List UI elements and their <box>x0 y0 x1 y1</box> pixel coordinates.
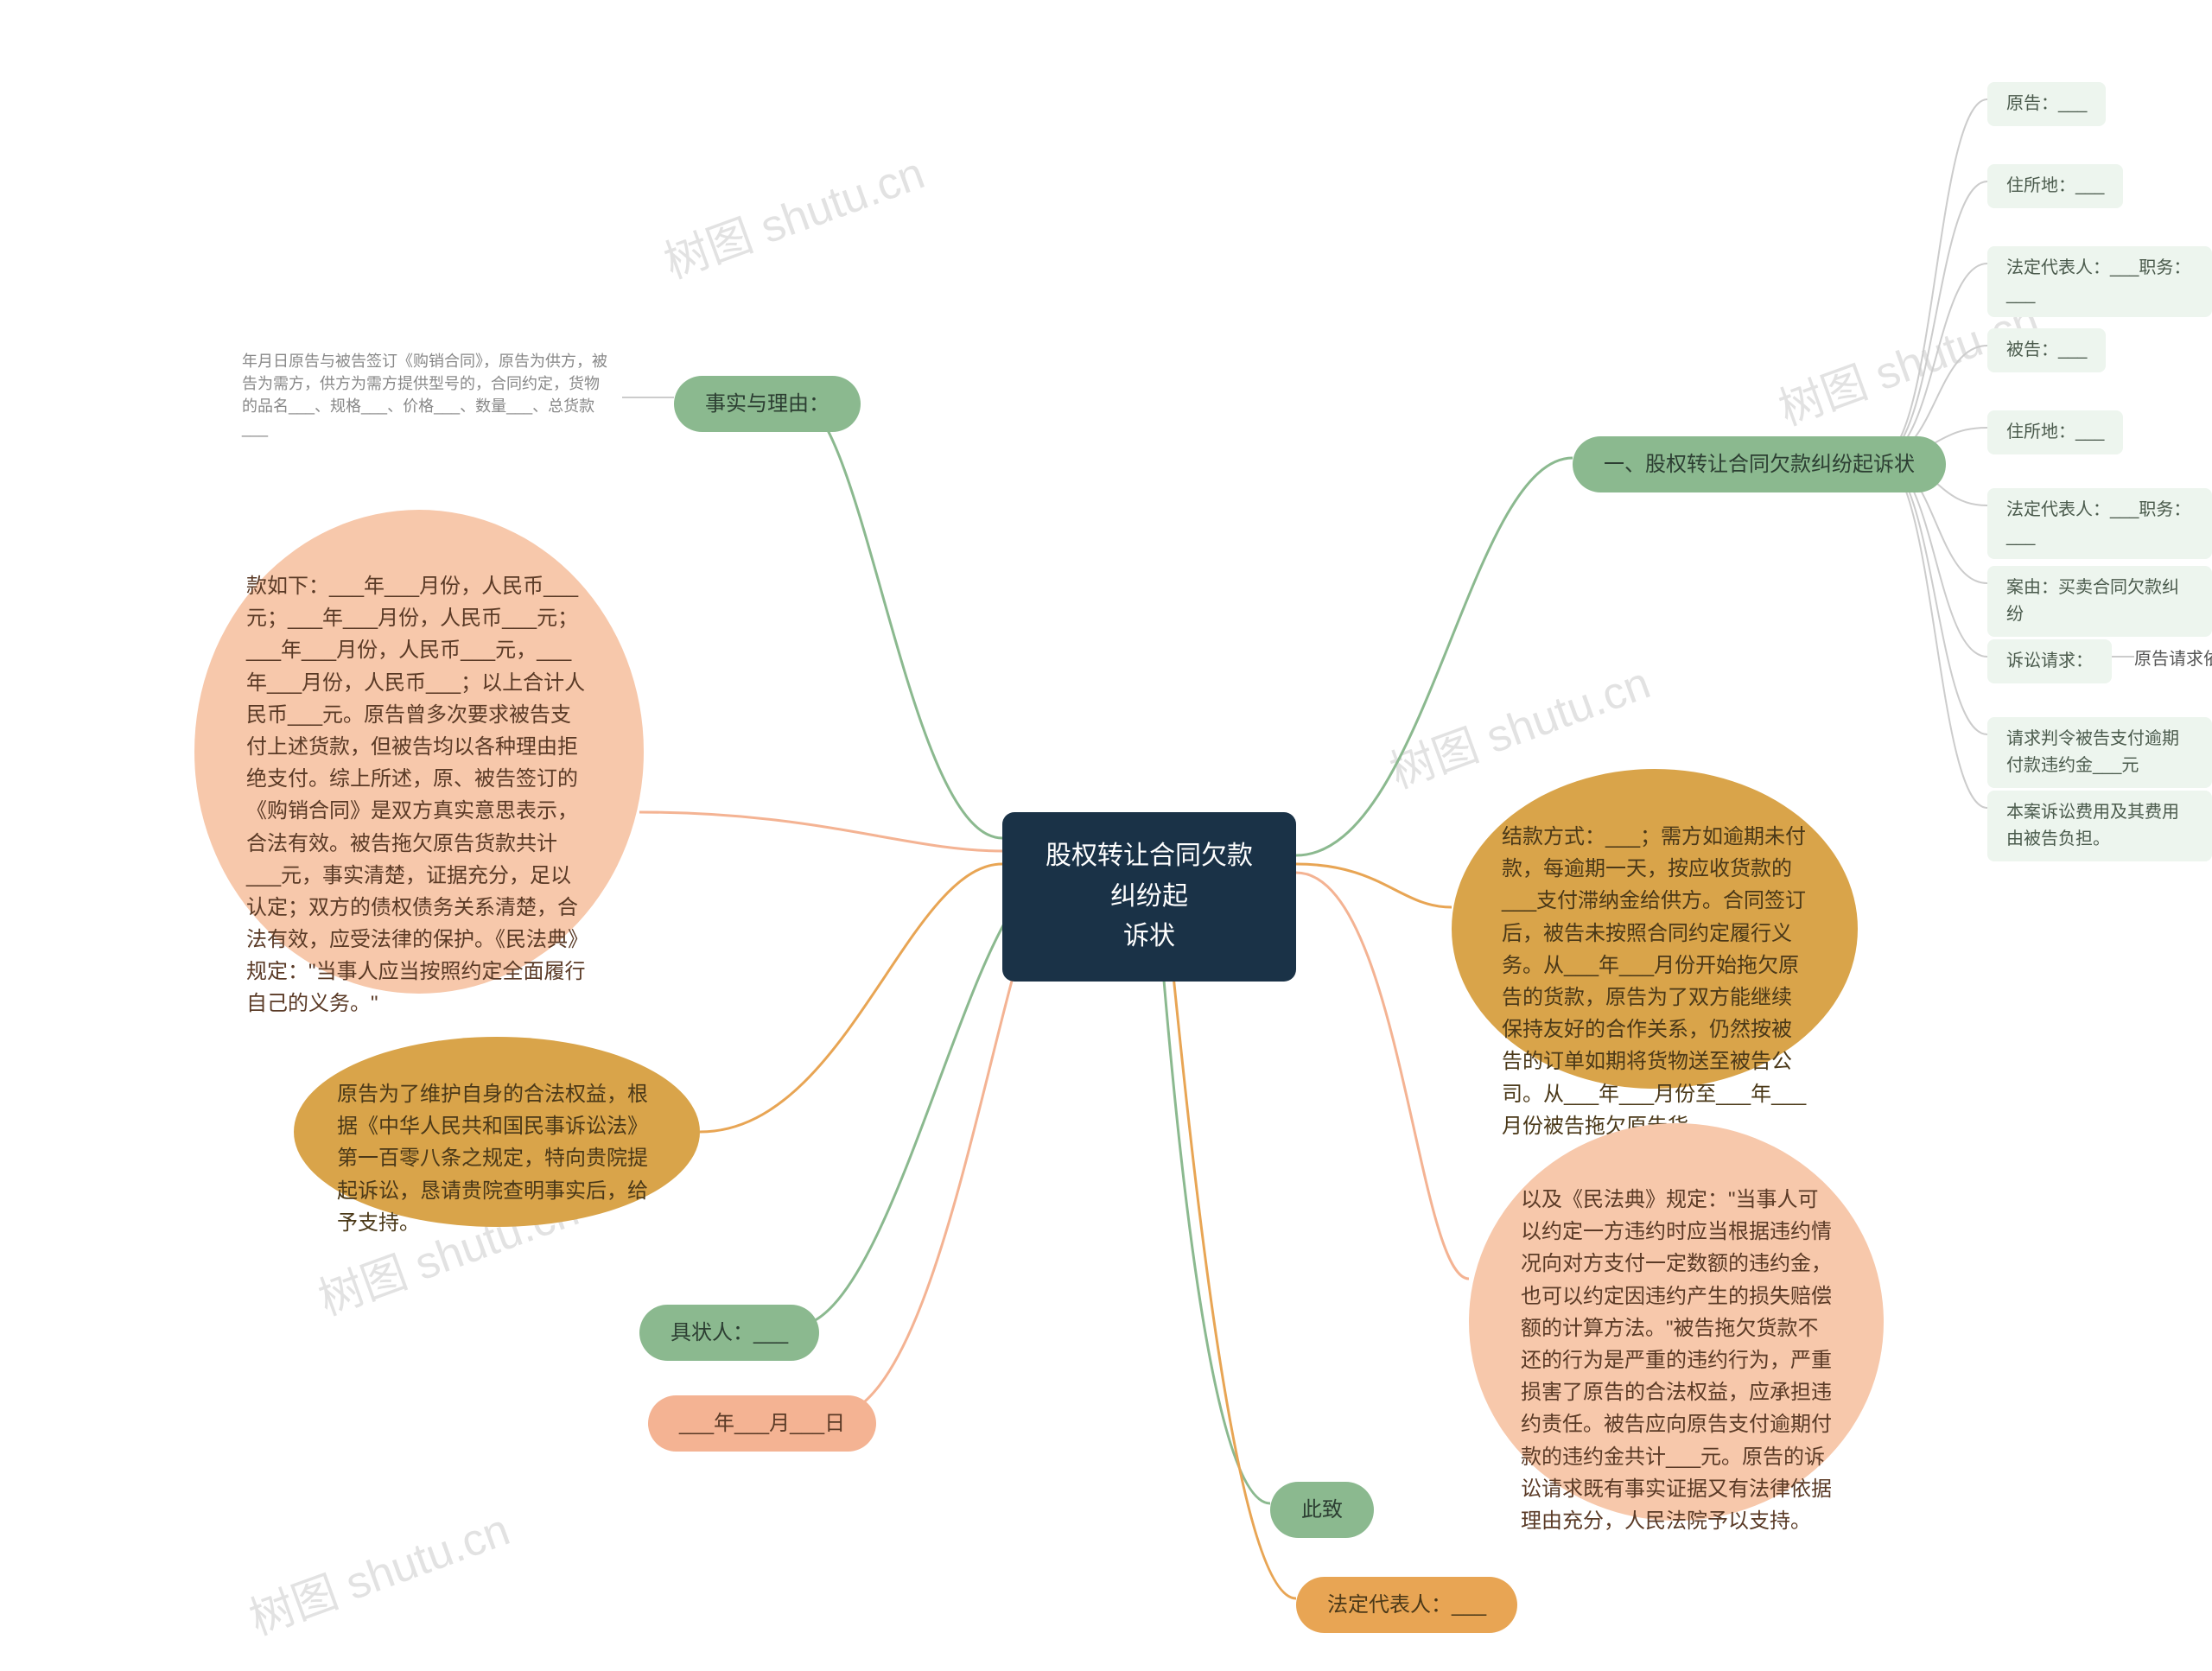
right-peach-text: 以及《民法典》规定："当事人可以约定一方违约时应当根据违约情况向对方支付一定数额… <box>1521 1184 1832 1537</box>
left-mustard-blob: 原告为了维护自身的合法权益，根据《中华人民共和国民事诉讼法》第一百零八条之规定，… <box>294 1037 700 1227</box>
node-cizhi: 此致 <box>1270 1482 1374 1538</box>
leaf-address2: 住所地：___ <box>1987 410 2123 454</box>
facts-label: 事实与理由： <box>674 376 861 432</box>
right-main-branch: 一、股权转让合同欠款纠纷起诉状 <box>1573 436 1946 492</box>
watermark: 树图 shutu.cn <box>239 1493 518 1647</box>
leaf-claim: 诉讼请求： <box>1987 639 2112 683</box>
node-juzhuangren: 具状人：___ <box>639 1305 819 1361</box>
node-date: ___年___月___日 <box>648 1395 876 1452</box>
leaf-penalty: 请求判令被告支付逾期付款违约金___元 <box>1987 717 2212 788</box>
right-mustard-blob: 结款方式：___；需方如逾期未付款，每逾期一天，按应收货款的___支付滞纳金给供… <box>1452 769 1858 1089</box>
leaf-fees: 本案诉讼费用及其费用由被告负担。 <box>1987 791 2212 861</box>
center-node: 股权转让合同欠款纠纷起 诉状 <box>1002 812 1296 982</box>
right-peach-blob: 以及《民法典》规定："当事人可以约定一方违约时应当根据违约情况向对方支付一定数额… <box>1469 1123 1884 1521</box>
leaf-claim-detail: 原告请求依法判令被告给付原告货款___元 <box>2134 646 2212 673</box>
watermark: 树图 shutu.cn <box>654 137 932 290</box>
leaf-cause: 案由：买卖合同欠款纠纷 <box>1987 566 2212 637</box>
center-title-line1: 股权转让合同欠款纠纷起 <box>1037 836 1262 917</box>
left-peach-text: 款如下：___年___月份，人民币___元；___年___月份，人民币___元；… <box>246 570 592 1020</box>
leaf-address1: 住所地：___ <box>1987 164 2123 208</box>
facts-desc: 年月日原告与被告签订《购销合同》，原告为供方，被告为需方，供方为需方提供型号的，… <box>242 350 613 440</box>
leaf-legal-rep2: 法定代表人：___职务：___ <box>1987 488 2212 559</box>
right-mustard-text: 结款方式：___；需方如逾期未付款，每逾期一天，按应收货款的___支付滞纳金给供… <box>1502 821 1808 1142</box>
left-mustard-text: 原告为了维护自身的合法权益，根据《中华人民共和国民事诉讼法》第一百零八条之规定，… <box>337 1078 657 1239</box>
leaf-legal-rep1: 法定代表人：___职务：___ <box>1987 246 2212 317</box>
leaf-defendant: 被告：___ <box>1987 328 2106 372</box>
center-title-line2: 诉状 <box>1037 917 1262 957</box>
left-peach-blob: 款如下：___年___月份，人民币___元；___年___月份，人民币___元；… <box>194 510 644 994</box>
leaf-plaintiff: 原告：___ <box>1987 82 2106 126</box>
node-fading: 法定代表人：___ <box>1296 1577 1517 1633</box>
